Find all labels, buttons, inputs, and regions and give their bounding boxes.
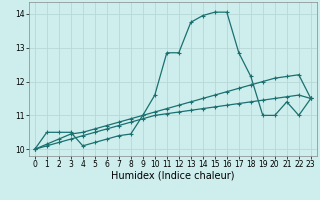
X-axis label: Humidex (Indice chaleur): Humidex (Indice chaleur) [111,171,235,181]
